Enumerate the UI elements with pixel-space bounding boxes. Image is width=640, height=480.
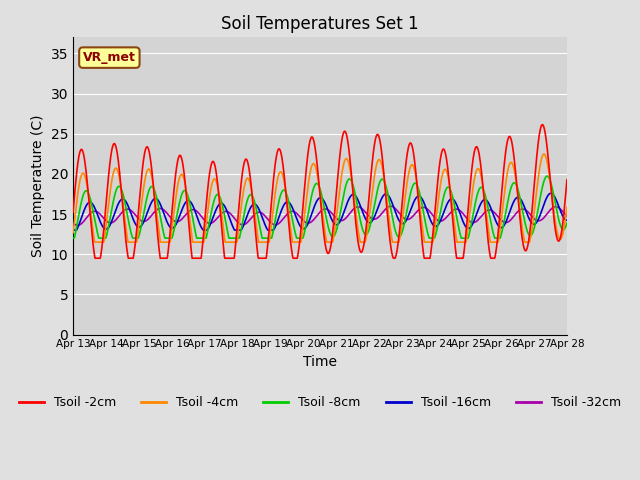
Y-axis label: Soil Temperature (C): Soil Temperature (C) (31, 115, 45, 257)
X-axis label: Time: Time (303, 355, 337, 369)
Legend: Tsoil -2cm, Tsoil -4cm, Tsoil -8cm, Tsoil -16cm, Tsoil -32cm: Tsoil -2cm, Tsoil -4cm, Tsoil -8cm, Tsoi… (14, 391, 626, 414)
Title: Soil Temperatures Set 1: Soil Temperatures Set 1 (221, 15, 419, 33)
Text: VR_met: VR_met (83, 51, 136, 64)
